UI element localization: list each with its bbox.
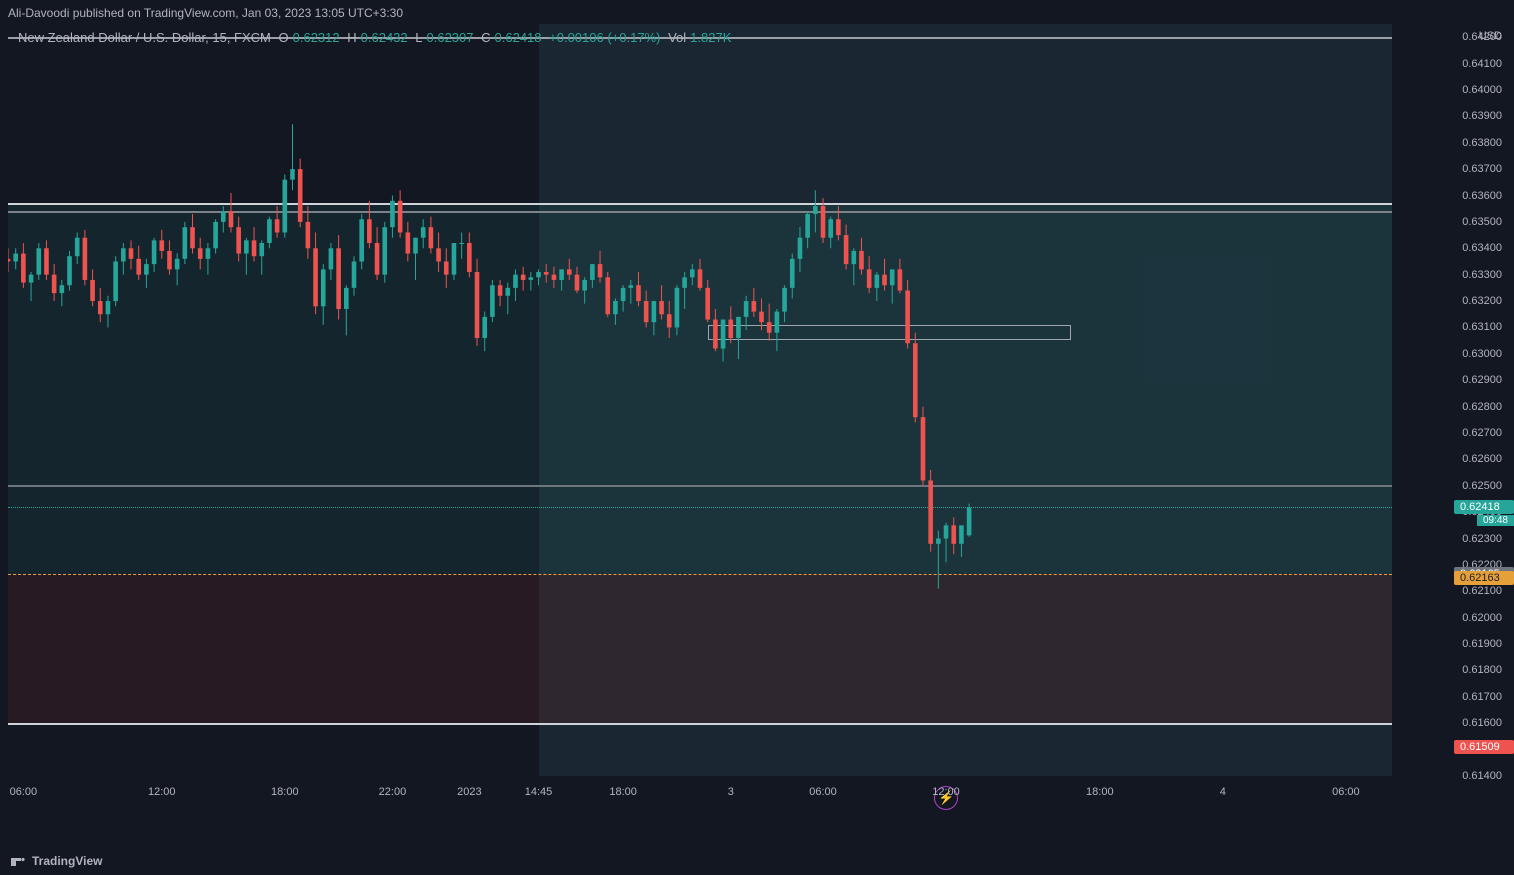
candlestick-chart[interactable]: ⚡ [8,24,1392,776]
legend-open: 0.62312 [293,30,340,45]
price-tick: 0.62900 [1462,374,1502,386]
price-tick: 0.62600 [1462,453,1502,465]
price-flag: 0.61509 [1454,740,1514,754]
legend-o-label: O [279,30,289,45]
price-tick: 0.61700 [1462,691,1502,703]
legend-l-label: L [415,30,422,45]
legend-low: 0.62307 [427,30,474,45]
price-tick: 0.61900 [1462,638,1502,650]
time-tick: 12:00 [148,786,176,798]
time-tick: 18:00 [609,786,637,798]
time-tick: 06:00 [1332,786,1360,798]
countdown: 09:48 [1477,515,1514,526]
legend-close: 0.62418 [495,30,542,45]
tradingview-logo-icon [10,853,26,869]
price-tick: 0.64100 [1462,58,1502,70]
price-tick: 0.61400 [1462,770,1502,782]
price-tick: 0.63400 [1462,242,1502,254]
legend-h-label: H [347,30,356,45]
time-tick: 4 [1220,786,1226,798]
time-tick: 06:00 [809,786,837,798]
footer: TradingView [0,847,1514,875]
publish-header: Ali-Davoodi published on TradingView.com… [0,0,1514,26]
legend-symbol: New Zealand Dollar / U.S. Dollar, 15, FX… [18,30,271,45]
price-tick: 0.62100 [1462,585,1502,597]
time-axis[interactable]: 06:00 12:00 18:00 22:00 2023 14:45 18:00 3 06:00… [8,776,1392,816]
time-tick: 2023 [457,786,481,798]
price-tick: 0.63100 [1462,321,1502,333]
chart-legend: New Zealand Dollar / U.S. Dollar, 15, FX… [18,30,735,45]
price-tick: 0.61600 [1462,717,1502,729]
price-flag: 0.62163 [1454,571,1514,585]
price-tick: 0.62700 [1462,427,1502,439]
time-tick: 12:00 [932,786,960,798]
legend-high: 0.62432 [361,30,408,45]
publish-text: Ali-Davoodi published on TradingView.com… [8,6,403,20]
price-tick: 0.63000 [1462,348,1502,360]
price-tick: 0.63300 [1462,269,1502,281]
time-tick: 18:00 [1086,786,1114,798]
price-tick: 0.62800 [1462,401,1502,413]
price-tick: 0.61800 [1462,664,1502,676]
price-tick: 0.63200 [1462,295,1502,307]
price-tick: 0.62500 [1462,480,1502,492]
price-tick: 0.62300 [1462,533,1502,545]
price-tick: 0.64200 [1462,31,1502,43]
time-tick: 22:00 [379,786,407,798]
price-tick: 0.63700 [1462,163,1502,175]
legend-c-label: C [481,30,490,45]
legend-vol: 1.827K [690,30,731,45]
price-tick: 0.63900 [1462,110,1502,122]
price-tick: 0.63800 [1462,137,1502,149]
legend-change: +0.00106 (+0.17%) [549,30,660,45]
price-tick: 0.62000 [1462,612,1502,624]
legend-vol-label: Vol [668,30,686,45]
time-tick: 14:45 [525,786,553,798]
time-tick: 3 [728,786,734,798]
time-tick: 06:00 [10,786,38,798]
footer-brand: TradingView [32,854,102,868]
price-tick: 0.63600 [1462,190,1502,202]
price-flag: 0.62418 [1454,500,1514,514]
time-tick: 18:00 [271,786,299,798]
price-tick: 0.63500 [1462,216,1502,228]
price-axis[interactable]: USD 0.642000.641000.640000.639000.638000… [1392,24,1514,776]
price-tick: 0.64000 [1462,84,1502,96]
